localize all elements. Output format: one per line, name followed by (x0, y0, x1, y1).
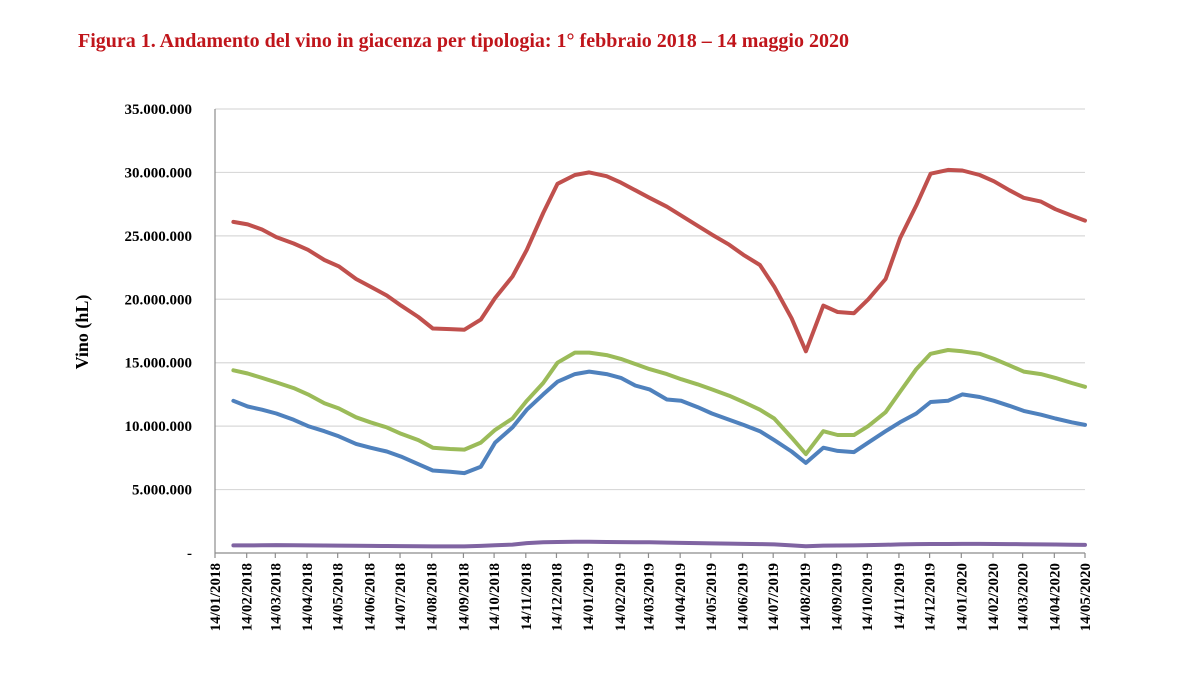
series-line-3 (231, 369, 1087, 476)
x-tick-label: 14/04/2019 (673, 563, 689, 631)
x-tick-label: 14/10/2018 (487, 563, 503, 631)
x-tick-label: 14/12/2019 (923, 563, 939, 631)
x-tick-label: 14/01/2020 (954, 563, 970, 631)
x-tick-label: 14/08/2019 (798, 563, 814, 631)
x-tick-label: 14/04/2018 (300, 563, 316, 631)
x-tick-label: 14/03/2019 (641, 563, 657, 631)
x-tick-label: 14/01/2018 (208, 563, 224, 631)
series-line-2 (231, 348, 1087, 457)
x-tick-label: 14/10/2019 (860, 563, 876, 631)
x-tick-label: 14/05/2019 (704, 563, 720, 631)
y-tick-label: 30.000.000 (125, 165, 193, 181)
x-tick-label: 14/12/2018 (549, 563, 565, 631)
series-line-4 (231, 539, 1087, 549)
y-tick-label: 10.000.000 (125, 419, 193, 435)
x-tick-label: 14/03/2020 (1016, 563, 1032, 631)
x-tick-label: 14/05/2020 (1078, 563, 1094, 631)
y-axis-label: Vino (hL) (72, 295, 93, 370)
x-tick-label: 14/08/2018 (425, 563, 441, 631)
x-tick-label: 14/06/2019 (736, 563, 752, 631)
x-tick-label: 14/09/2019 (830, 563, 846, 631)
x-tick-label: 14/11/2019 (892, 563, 908, 631)
chart-title: Figura 1. Andamento del vino in giacenza… (78, 30, 849, 52)
series-lines (231, 167, 1087, 549)
x-tick-labels: 14/01/2018 14/02/2018 14/03/2018 14/04/2018… (208, 563, 1094, 631)
y-tick-label: 5.000.000 (132, 483, 192, 499)
x-tick-label: 14/09/2018 (456, 563, 472, 631)
x-tick-label: 14/06/2018 (362, 563, 378, 631)
gridlines (215, 108, 1085, 491)
x-tick-label: 14/07/2019 (766, 563, 782, 631)
series-line-1 (231, 167, 1087, 354)
x-tick-label: 14/02/2020 (986, 563, 1002, 631)
y-tick-label: 25.000.000 (125, 229, 193, 245)
y-tick-label: - (187, 546, 192, 562)
x-tick-label: 14/07/2018 (393, 563, 409, 631)
x-tick-label: 14/03/2018 (268, 563, 284, 631)
y-tick-label: 35.000.000 (125, 102, 193, 118)
x-tick-label: 14/02/2019 (613, 563, 629, 631)
x-tick-label: 14/05/2018 (331, 563, 347, 631)
x-tick-label: 14/04/2020 (1047, 563, 1063, 631)
x-tick-label: 14/11/2018 (519, 563, 535, 631)
y-tick-labels: - 5.000.000 10.000.000 15.000.000 20.000.000… (125, 102, 193, 562)
y-tick-label: 15.000.000 (125, 356, 193, 372)
x-tick-label: 14/01/2019 (581, 563, 597, 631)
axes (214, 109, 1086, 558)
x-tick-label: 14/02/2018 (240, 563, 256, 631)
y-tick-label: 20.000.000 (125, 292, 193, 308)
